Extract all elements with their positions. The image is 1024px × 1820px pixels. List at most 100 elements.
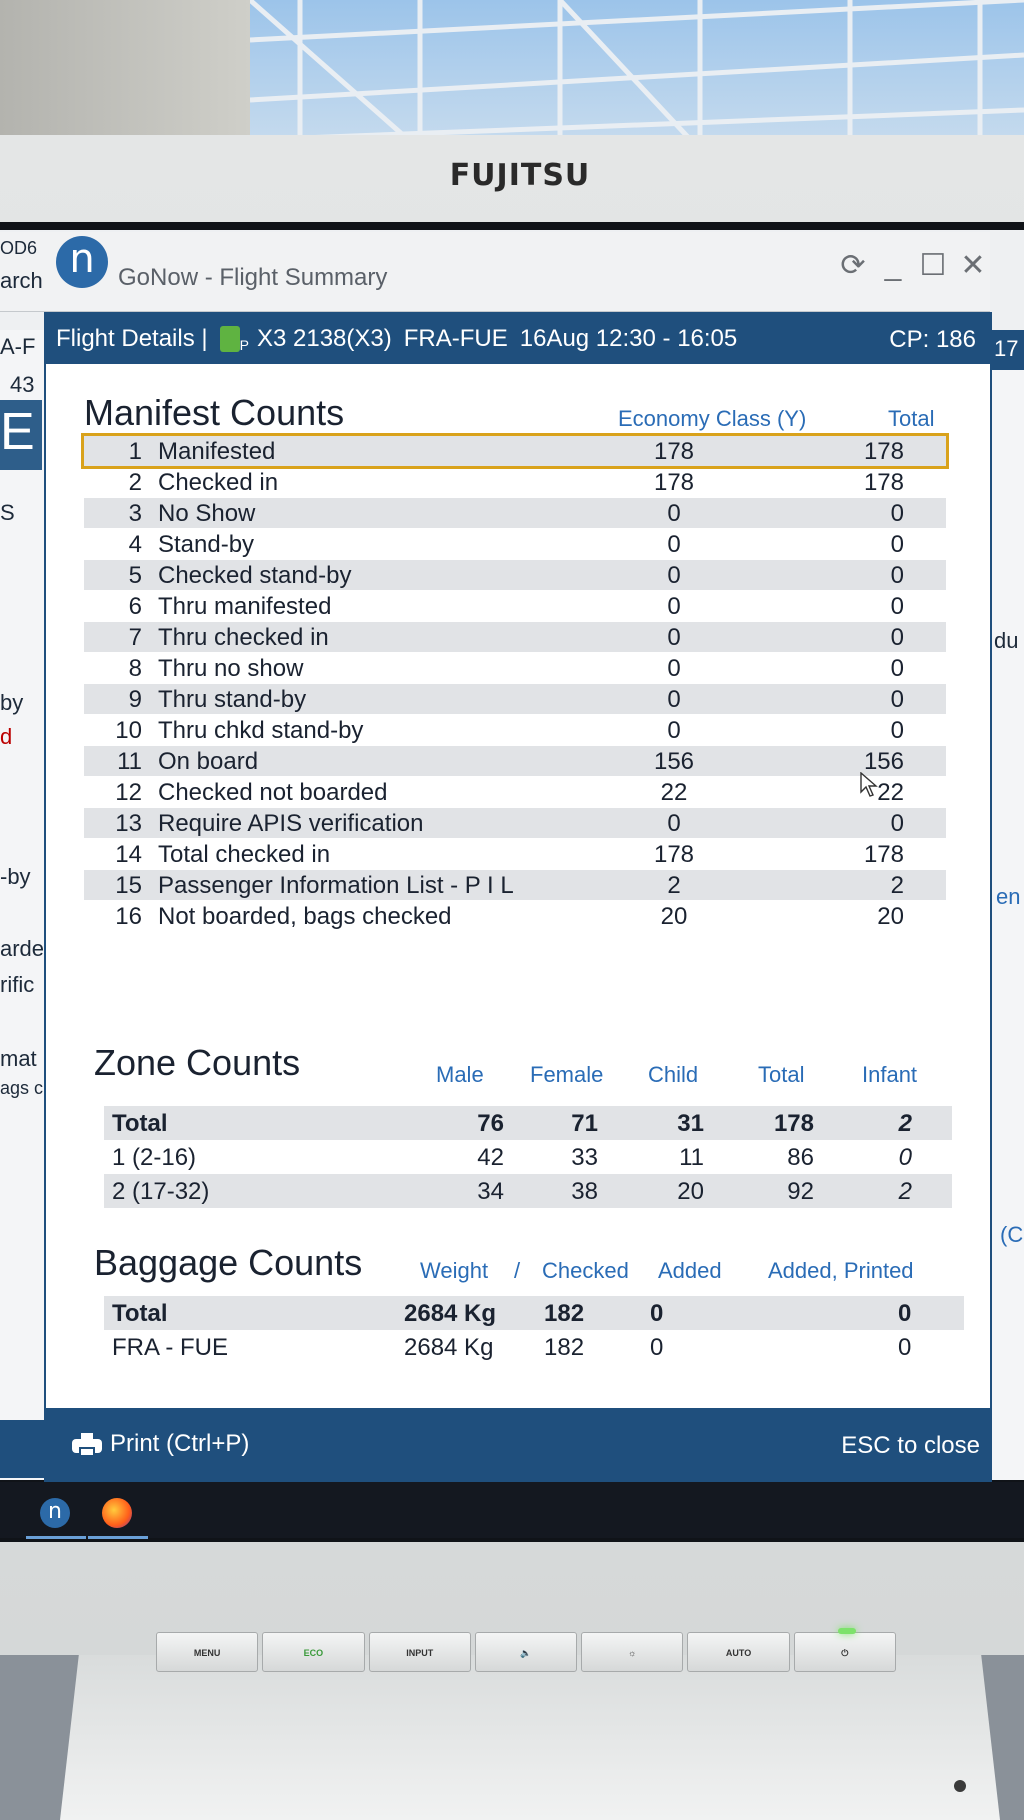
zone-row[interactable]: 1 (2-16) 42 33 11 86 0 (104, 1140, 952, 1174)
manifest-row-total: 0 (890, 655, 904, 682)
manifest-row[interactable]: 5 Checked stand-by 0 0 (84, 560, 946, 590)
taskbar-firefox-icon[interactable] (102, 1498, 132, 1528)
zone-row[interactable]: Total 76 71 31 178 2 (104, 1106, 952, 1140)
manifest-row[interactable]: 4 Stand-by 0 0 (84, 529, 946, 559)
manifest-row-economy: 22 (660, 779, 688, 806)
refresh-icon[interactable]: ⟳ (840, 249, 866, 282)
zone-col-female: Female (530, 1062, 604, 1087)
background-left-panel (0, 330, 52, 1480)
zone-row-label: Total (112, 1110, 168, 1137)
taskbar-gonow-icon[interactable]: n (40, 1498, 70, 1528)
zone-row-total: 178 (773, 1110, 814, 1137)
manifest-row[interactable]: 2 Checked in 178 178 (84, 467, 946, 497)
manifest-row-label: Manifested (158, 438, 276, 465)
baggage-counts-title: Baggage Counts (94, 1242, 363, 1283)
manifest-row[interactable]: 1 Manifested 178 178 (81, 433, 949, 469)
manifest-row-label: Thru stand-by (158, 686, 307, 713)
manifest-row[interactable]: 3 No Show 0 0 (84, 498, 946, 528)
manifest-row[interactable]: 11 On board 156 156 (84, 746, 946, 776)
manifest-row-total: 0 (890, 686, 904, 713)
manifest-row[interactable]: 7 Thru checked in 0 0 (84, 622, 946, 652)
manifest-row-number: 13 (115, 810, 142, 837)
maximize-icon[interactable]: ☐ (919, 249, 947, 282)
manifest-row-economy: 0 (667, 500, 681, 527)
manifest-row-economy: 178 (653, 469, 695, 496)
manifest-row-total: 22 (877, 779, 904, 806)
bg-fragment: OD6 (0, 238, 38, 258)
zone-col-infant: Infant (862, 1062, 918, 1087)
manifest-row-total: 0 (890, 562, 904, 589)
manifest-row[interactable]: 8 Thru no show 0 0 (84, 653, 946, 683)
manifest-row[interactable]: 6 Thru manifested 0 0 (84, 591, 946, 621)
manifest-row-economy: 156 (653, 748, 695, 775)
manifest-row-number: 15 (115, 872, 142, 899)
total-column-header: Total (888, 406, 935, 431)
zone-row-infant: 2 (898, 1110, 912, 1137)
bg-fragment: arde (0, 936, 45, 961)
manifest-row[interactable]: 15 Passenger Information List - P I L 2 2 (84, 870, 946, 900)
bg-fragment: -by (0, 864, 31, 889)
baggage-row[interactable]: FRA - FUE 2684 Kg 182 0 0 (104, 1330, 964, 1364)
eco-hw-button[interactable]: ECO (262, 1632, 365, 1672)
manifest-counts-title: Manifest Counts (84, 392, 345, 433)
baggage-row-label: Total (112, 1300, 168, 1327)
stand-screw (954, 1780, 966, 1792)
header-title: Flight Details | (56, 325, 208, 352)
zone-row[interactable]: 2 (17-32) 34 38 20 92 2 (104, 1174, 952, 1208)
baggage-col-weight: Weight (420, 1258, 489, 1283)
brightness-hw-button[interactable]: ☼ (581, 1632, 684, 1672)
zone-row-male: 42 (477, 1144, 504, 1171)
manifest-row-number: 3 (128, 500, 142, 527)
manifest-row-economy: 0 (667, 810, 681, 837)
manifest-row[interactable]: 9 Thru stand-by 0 0 (84, 684, 946, 714)
manifest-row-number: 12 (115, 779, 142, 806)
manifest-row-economy: 0 (667, 717, 681, 744)
gonow-logo-icon: n (56, 236, 108, 288)
manifest-row-number: 6 (128, 593, 142, 620)
zone-row-female: 71 (571, 1110, 598, 1137)
manifest-row-economy: 0 (667, 562, 681, 589)
mouse-cursor-icon (860, 772, 878, 797)
manifest-row-label: Checked in (158, 469, 279, 496)
manifest-row-number: 5 (128, 562, 142, 589)
close-icon[interactable]: ✕ (960, 249, 986, 282)
baggage-col-added: Added (658, 1258, 722, 1283)
volume-hw-button[interactable]: 🔈 (474, 1632, 578, 1672)
zone-row-child: 20 (677, 1178, 704, 1205)
manifest-row-economy: 0 (667, 624, 681, 651)
manifest-row[interactable]: 10 Thru chkd stand-by 0 0 (84, 715, 946, 745)
manifest-row[interactable]: 13 Require APIS verification 0 0 (84, 808, 946, 838)
print-button[interactable]: Print (Ctrl+P) (72, 1430, 249, 1458)
manifest-row-number: 2 (128, 469, 142, 496)
zone-row-infant: 2 (898, 1178, 912, 1205)
manifest-row[interactable]: 14 Total checked in 178 178 (84, 839, 946, 869)
manifest-row-label: Stand-by (158, 531, 255, 558)
dialog-footer: Print (Ctrl+P) ESC to close (46, 1408, 990, 1480)
menu-hw-button[interactable]: MENU (156, 1632, 259, 1672)
manifest-row-label: Thru checked in (158, 624, 329, 651)
background-right-panel (990, 330, 1024, 1480)
printer-icon (72, 1431, 102, 1457)
auto-hw-button[interactable]: AUTO (687, 1632, 790, 1672)
baggage-row-weight: 2684 Kg (404, 1300, 497, 1327)
bg-fragment: rific (0, 972, 35, 997)
input-hw-button[interactable]: INPUT (368, 1632, 471, 1672)
baggage-row[interactable]: Total 2684 Kg 182 0 0 (104, 1296, 964, 1330)
manifest-row[interactable]: 12 Checked not boarded 22 22 (84, 777, 946, 807)
background-left-block (0, 400, 42, 470)
monitor-stand (60, 1655, 1000, 1820)
manifest-row-label: Total checked in (158, 841, 331, 868)
power-hw-button[interactable]: ⏻ (793, 1632, 896, 1672)
bg-fragment: (C (1000, 1222, 1024, 1247)
minimize-icon[interactable]: _ (884, 249, 902, 282)
manifest-row-label: Not boarded, bags checked (158, 903, 452, 930)
manifest-row-label: No Show (158, 500, 256, 527)
manifest-row-economy: 0 (667, 593, 681, 620)
bg-fragment: du (994, 628, 1019, 653)
manifest-row-total: 178 (863, 841, 904, 868)
flight-details-header: Flight Details | P X3 2138(X3) FRA-FUE 1… (46, 314, 990, 364)
manifest-row-label: Thru manifested (158, 593, 332, 620)
bg-fragment: d (0, 724, 13, 749)
manifest-row[interactable]: 16 Not boarded, bags checked 20 20 (84, 901, 946, 931)
taskbar-active-indicator (88, 1536, 148, 1539)
